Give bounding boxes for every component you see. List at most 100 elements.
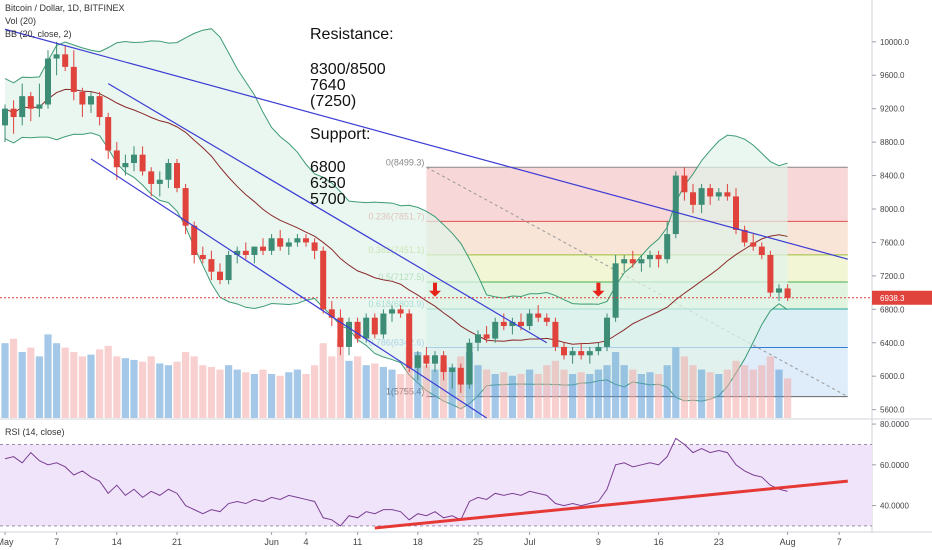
time-tick-label: 18 [413,537,423,547]
price-tick-label: 9600.0 [880,71,905,80]
volume-bar [741,365,749,418]
fib-diagonal [426,166,849,398]
candle-body [492,321,499,339]
volume-bar [242,372,250,418]
volume-bar [139,361,147,418]
trendlines [0,28,872,419]
volume-bar [61,347,69,418]
support-level: 6800 [310,159,346,176]
time-tick-label: 7 [54,537,59,547]
volume-bar [388,369,396,418]
candle-body [784,288,791,298]
volume-bar [199,365,207,418]
candle-body [346,321,352,347]
support-level: 6350 [310,175,346,192]
candle-body [217,271,223,281]
candle-body [604,317,610,347]
volume-bar [440,363,448,418]
volume-bar [233,369,241,418]
volume-bar [672,347,680,418]
volume-bar [534,374,542,418]
volume-bar [250,374,258,418]
volume-legend: Vol (20) [5,16,37,26]
candle-body [36,104,43,109]
candle-body [500,321,507,327]
candle-body [647,254,653,260]
volume-bar [517,374,525,418]
candle-body [664,234,671,260]
volume-bar [612,352,620,418]
candle-body [518,321,524,327]
time-tick-label: 7 [837,537,842,547]
volume-bar [620,365,628,418]
candle-body [113,150,120,168]
price-tick-label: 7200.0 [880,272,905,281]
volume-bar [216,369,224,418]
volume-bar [732,360,740,418]
candle-body [53,54,60,59]
candle-body [389,309,395,314]
volume-bar [766,356,774,418]
volume-bar [715,374,723,418]
price-tick-label: 9200.0 [880,105,905,114]
candle-body [268,238,275,251]
rsi-line [4,437,788,527]
volume-bar [603,365,611,418]
candle-body [303,238,309,243]
volume-bar [156,363,164,418]
volume-bar [397,374,405,418]
candle-body [552,321,559,347]
volume-bar [182,352,190,418]
candle-body [466,342,473,385]
time-tick-label: 11 [353,537,362,547]
candle-body [10,108,17,118]
volume-bar [190,356,198,418]
candle-body [690,192,696,205]
current-price-tag [872,290,932,305]
candle-body [406,313,413,368]
time-tick-label: 23 [714,537,724,547]
price-axis[interactable]: 5600.0 6000.0 6400.0 6800.0 7200.0 7600.0 8000… [872,38,932,415]
bb-legend: BB (20, close, 2) [5,29,72,39]
candle-body [182,188,189,226]
candle-body [698,188,705,205]
support-level: 5700 [310,191,346,208]
volume-bar [354,356,362,418]
volume-bar [130,359,138,418]
volume-bar [259,369,267,418]
volume-bar [345,360,353,418]
candle-body [45,58,51,105]
candle-body [70,66,77,92]
volume-bar [78,356,86,418]
volume-bar [405,347,413,418]
rsi-legend: RSI (14, close) [5,427,65,437]
volume-bar [543,365,551,418]
chart-title: Bitcoin / Dollar, 1D, BITFINEX [5,3,125,13]
time-tick-label: Jul [524,537,536,547]
candle-body [131,154,137,164]
time-axis[interactable]: May 7 14 21 Jun 4 11 18 25 Jul 9 16 23 Aug 7 [0,532,842,547]
volume-bar [422,365,430,418]
volume-bar [173,361,181,418]
volume-bar [551,360,559,418]
volume-bar [311,365,319,418]
time-tick-label: 21 [172,537,182,547]
volume-bar [775,369,783,418]
volume-bar [18,352,26,418]
fib-level-label: 1(5755.4) [386,387,425,397]
rsi-band [0,444,872,526]
volume-bar [560,369,568,418]
volume-bar [500,372,508,418]
price-tick-label: 5600.0 [880,406,905,415]
volume-bar [121,358,129,418]
volume-bar [414,352,422,418]
volume-bar [328,356,336,418]
bb-basis-line [4,88,788,345]
volume-bar [336,338,344,418]
current-price-label: 6938.3 [880,294,905,303]
candle-body [621,259,628,264]
candle-body [475,334,481,343]
rsi-tick-label: 80.0000 [880,420,909,429]
candle-body [27,96,34,109]
